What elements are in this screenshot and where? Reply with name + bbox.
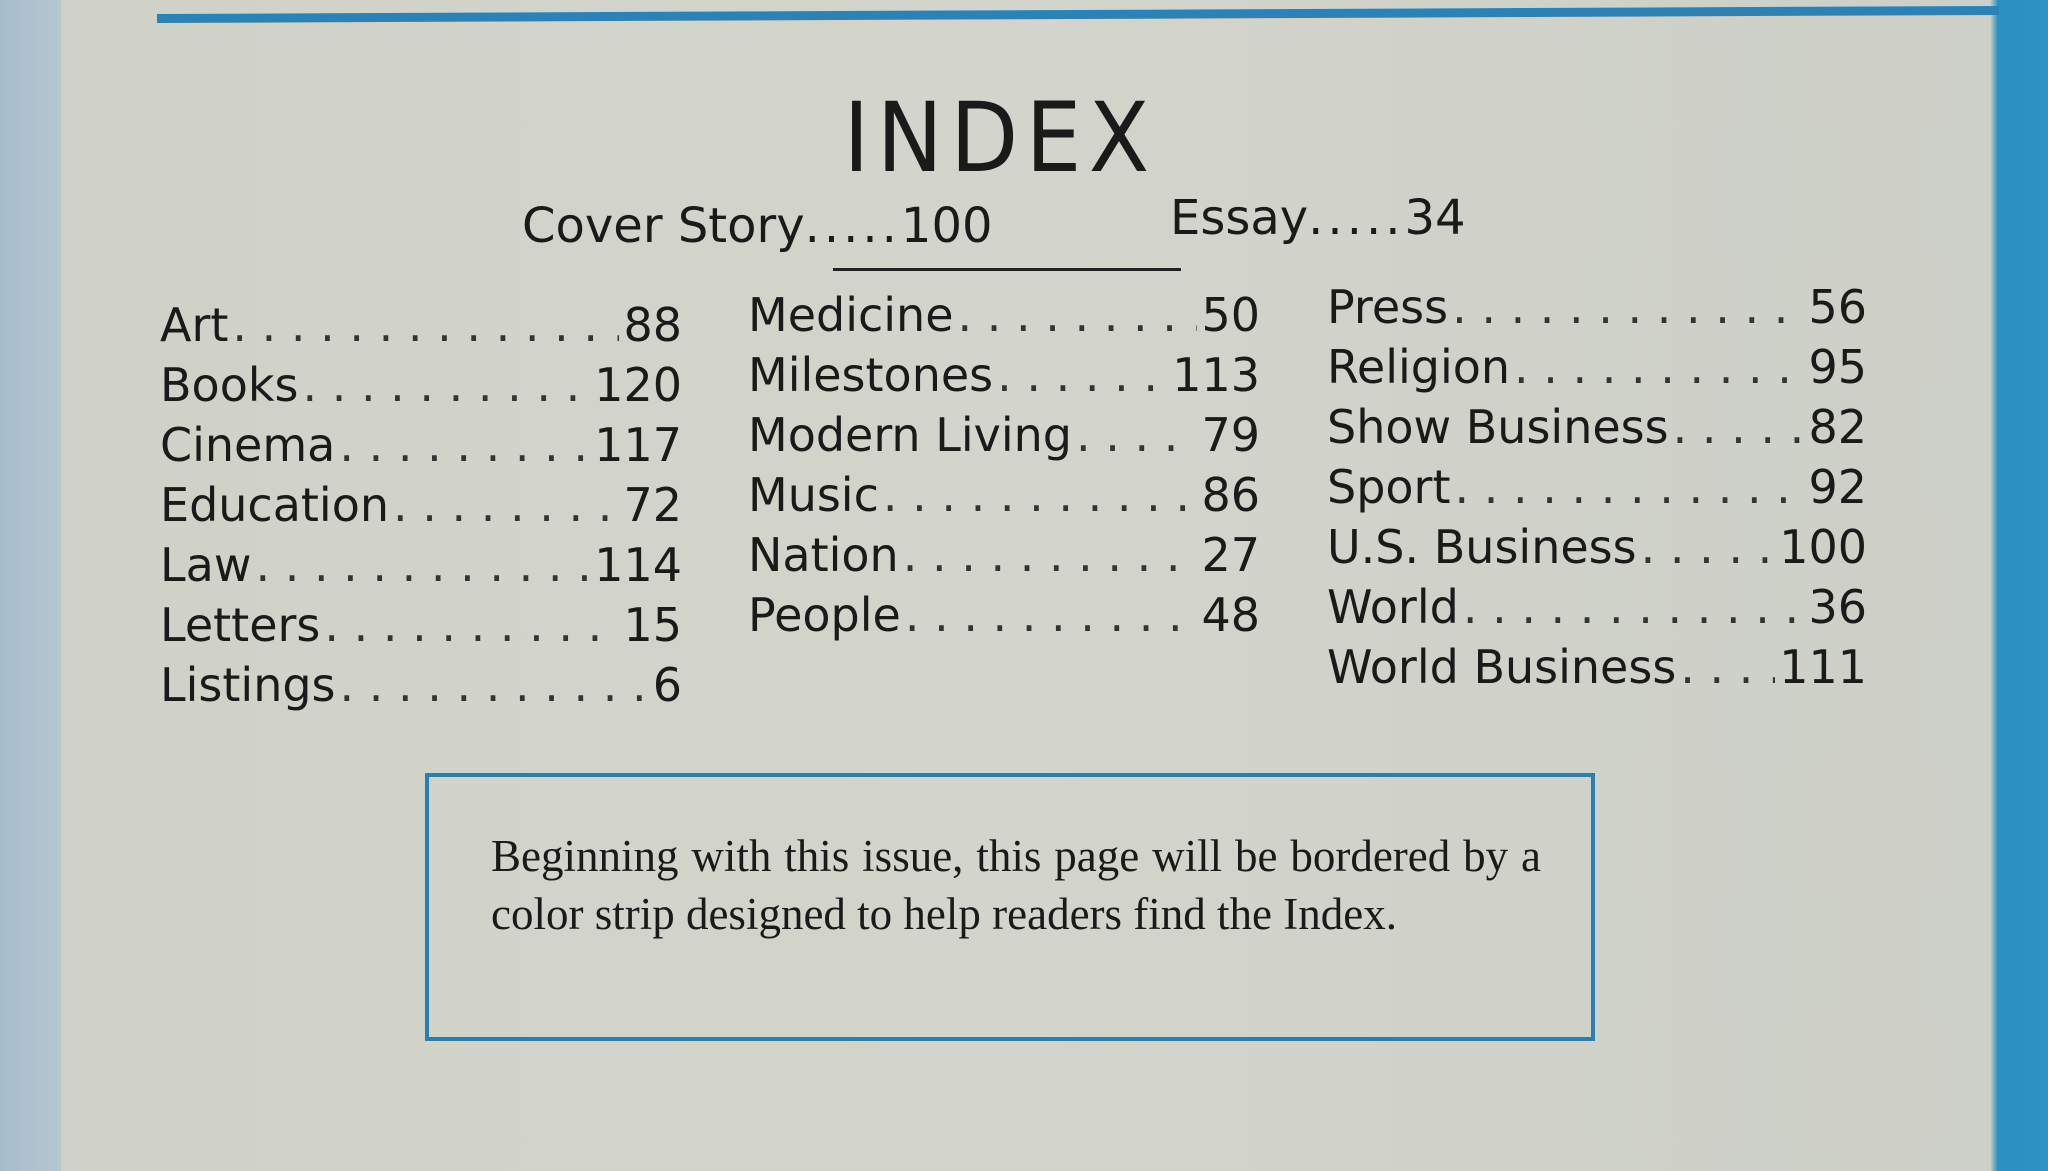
leader-dots	[339, 418, 590, 472]
index-entry: World Business 111	[1327, 640, 1867, 700]
entry-page: 48	[1201, 588, 1260, 642]
index-entry: Show Business 82	[1327, 400, 1867, 460]
feature-label: Essay	[1170, 190, 1309, 246]
entry-page: 95	[1808, 340, 1867, 394]
entry-page: 113	[1172, 348, 1260, 402]
entry-name: Books	[160, 358, 299, 412]
entry-name: World	[1327, 580, 1459, 634]
entry-name: World Business	[1327, 640, 1677, 694]
entry-page: 6	[652, 658, 682, 712]
leader-dots	[905, 588, 1198, 642]
leader-dots	[1452, 280, 1804, 334]
entry-page: 114	[594, 538, 682, 592]
entry-name: Listings	[160, 658, 336, 712]
leader-dots	[958, 288, 1198, 342]
index-entry: Sport 92	[1327, 460, 1867, 520]
feature-label: Cover Story	[522, 198, 805, 254]
entry-name: Education	[160, 478, 390, 532]
top-color-strip	[156, 5, 2000, 23]
entry-page: 50	[1201, 288, 1260, 342]
index-entry: Nation 27	[748, 528, 1260, 588]
entry-name: People	[748, 588, 901, 642]
entry-page: 36	[1808, 580, 1867, 634]
entry-name: Art	[160, 298, 229, 352]
entry-page: 111	[1779, 640, 1867, 694]
feature-page: 34	[1404, 190, 1466, 246]
leader-dots	[232, 298, 619, 352]
index-entry: Press 56	[1327, 280, 1867, 340]
entry-page: 27	[1201, 528, 1260, 582]
leader-dots	[997, 348, 1168, 402]
entry-name: Sport	[1327, 460, 1451, 514]
index-column-1: Art88Books120Cinema117Education72Law114L…	[160, 298, 682, 718]
leader-dots: .....	[804, 198, 901, 254]
leader-dots	[255, 538, 590, 592]
leader-dots: .....	[1308, 190, 1405, 246]
index-entry: Art 88	[160, 298, 682, 358]
entry-name: Press	[1327, 280, 1449, 334]
entry-name: Religion	[1327, 340, 1511, 394]
leader-dots	[1514, 340, 1804, 394]
entry-name: Modern Living	[748, 408, 1072, 462]
entry-page: 120	[594, 358, 682, 412]
leader-dots	[340, 658, 649, 712]
leader-dots	[1641, 520, 1776, 574]
index-entry: World 36	[1327, 580, 1867, 640]
page-title: INDEX	[843, 82, 1157, 194]
leader-dots	[302, 358, 590, 412]
index-entry: Religion 95	[1327, 340, 1867, 400]
entry-name: Nation	[748, 528, 899, 582]
leader-dots	[324, 598, 619, 652]
index-entry: Music 86	[748, 468, 1260, 528]
index-entry: Letters 15	[160, 598, 682, 658]
feature-page: 100	[900, 198, 993, 254]
leader-dots	[883, 468, 1198, 522]
entry-page: 79	[1201, 408, 1260, 462]
notice-text: Beginning with this issue, this page wil…	[491, 831, 1541, 939]
index-column-3: Press 56 Religion 95 Show Business 82 Sport 92 U…	[1327, 280, 1867, 700]
leader-dots	[1673, 400, 1805, 454]
index-entry: Milestones 113	[748, 348, 1260, 408]
index-entry: Modern Living 79	[748, 408, 1260, 468]
entry-name: U.S. Business	[1327, 520, 1637, 574]
index-entry: U.S. Business 100	[1327, 520, 1867, 580]
index-entry: Education 72	[160, 478, 682, 538]
feature-cover-story: Cover Story.....100	[522, 198, 993, 254]
leader-dots	[1463, 580, 1805, 634]
entry-page: 15	[623, 598, 682, 652]
entry-name: Milestones	[748, 348, 994, 402]
entry-page: 72	[623, 478, 682, 532]
entry-page: 56	[1808, 280, 1867, 334]
entry-page: 88	[623, 298, 682, 352]
entry-page: 86	[1201, 468, 1260, 522]
entry-page: 92	[1808, 460, 1867, 514]
index-column-2: Medicine 50 Milestones 113 Modern Living 79 Mu…	[748, 288, 1260, 648]
notice-box: Beginning with this issue, this page wil…	[425, 773, 1595, 1041]
entry-name: Show Business	[1327, 400, 1669, 454]
index-entry: Cinema 117	[160, 418, 682, 478]
leader-dots	[903, 528, 1198, 582]
index-entry: Medicine 50	[748, 288, 1260, 348]
leader-dots	[1076, 408, 1197, 462]
divider	[833, 268, 1181, 271]
leader-dots	[1680, 640, 1775, 694]
leader-dots	[393, 478, 619, 532]
entry-page: 82	[1808, 400, 1867, 454]
feature-essay: Essay.....34	[1170, 190, 1466, 246]
entry-page: 100	[1779, 520, 1867, 574]
entry-name: Medicine	[748, 288, 954, 342]
index-entry: People 48	[748, 588, 1260, 648]
entry-name: Law	[160, 538, 252, 592]
entry-page: 117	[594, 418, 682, 472]
leader-dots	[1455, 460, 1805, 514]
index-entry: Books 120	[160, 358, 682, 418]
entry-name: Music	[748, 468, 879, 522]
index-entry: Law 114	[160, 538, 682, 598]
entry-name: Letters	[160, 598, 321, 652]
index-entry: Listings 6	[160, 658, 682, 718]
entry-name: Cinema	[160, 418, 336, 472]
